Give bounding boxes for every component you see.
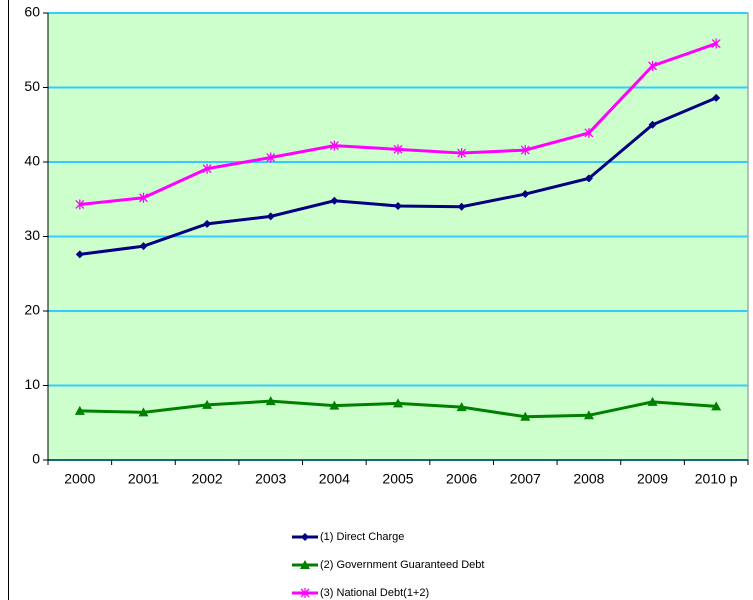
y-tick-label: 0: [32, 451, 40, 467]
marker: [456, 402, 467, 412]
marker: [584, 127, 594, 138]
marker: [300, 560, 310, 569]
x-tick-label: 2007: [510, 471, 541, 487]
y-tick-label: 20: [24, 302, 40, 318]
marker: [203, 219, 212, 228]
x-tick-label: 2001: [128, 471, 159, 487]
marker: [647, 396, 658, 406]
marker: [711, 401, 722, 411]
marker: [584, 174, 593, 183]
marker: [648, 60, 658, 71]
marker: [329, 400, 340, 410]
legend-label: (1) Direct Charge: [320, 531, 404, 543]
x-tick-label: 2010 p: [695, 471, 738, 487]
marker: [202, 399, 213, 409]
marker: [457, 202, 466, 211]
marker: [138, 407, 149, 417]
marker: [583, 410, 594, 420]
marker: [74, 405, 85, 415]
marker: [139, 242, 148, 251]
marker: [202, 163, 212, 174]
marker: [520, 145, 530, 156]
marker: [393, 398, 403, 408]
x-tick-label: 2002: [192, 471, 223, 487]
y-tick-label: 30: [24, 227, 40, 243]
x-tick-label: 2006: [446, 471, 477, 487]
legend-label: (3) National Debt(1+2): [320, 587, 429, 599]
marker: [75, 199, 85, 210]
marker: [521, 190, 530, 199]
marker: [712, 93, 721, 102]
marker: [648, 120, 657, 129]
x-tick-label: 2004: [319, 471, 350, 487]
marker: [300, 588, 310, 598]
marker: [393, 144, 403, 155]
x-tick-label: 2003: [255, 471, 286, 487]
y-tick-label: 10: [24, 376, 40, 392]
y-tick-label: 50: [24, 78, 40, 94]
marker: [330, 196, 339, 205]
legend-label: (2) Government Guaranteed Debt: [320, 559, 484, 571]
x-tick-label: 2000: [64, 471, 95, 487]
x-tick-label: 2008: [573, 471, 604, 487]
marker: [329, 140, 339, 151]
marker: [75, 250, 84, 259]
marker: [266, 152, 276, 163]
marker: [711, 38, 721, 49]
marker: [301, 533, 309, 541]
y-tick-label: 40: [24, 153, 40, 169]
marker: [457, 148, 467, 159]
marker: [394, 201, 402, 210]
marker: [266, 212, 275, 221]
y-tick-label: 60: [24, 4, 40, 20]
marker: [138, 192, 148, 203]
marker: [520, 411, 531, 421]
x-tick-label: 2005: [382, 471, 413, 487]
marker: [265, 396, 276, 406]
x-tick-label: 2009: [637, 471, 668, 487]
